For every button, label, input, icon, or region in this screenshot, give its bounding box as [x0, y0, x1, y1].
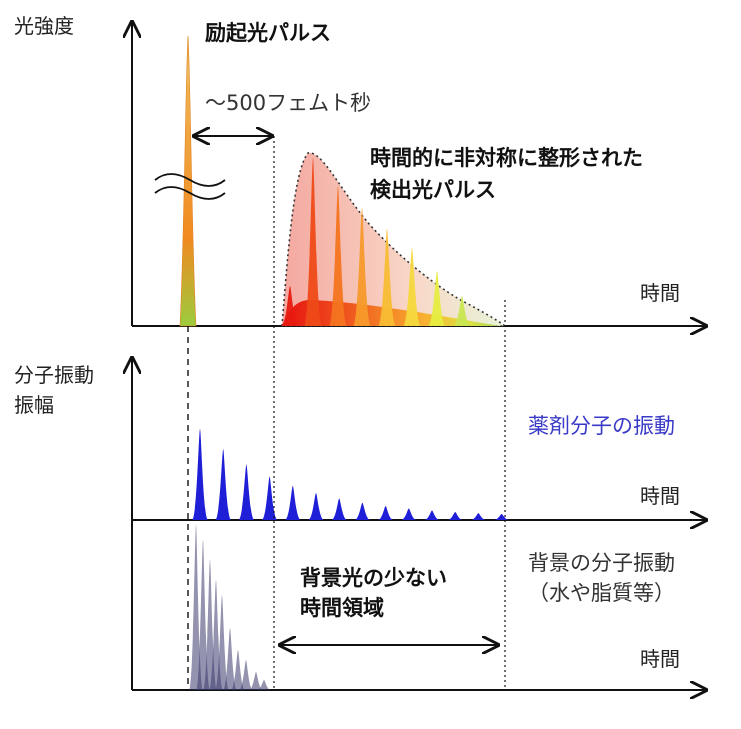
drug-vibration-spike — [470, 513, 487, 520]
detected-pulse-spike — [378, 229, 396, 326]
background-label-line2: （水や脂質等） — [528, 581, 675, 605]
drug-vibration-spike — [354, 502, 371, 520]
top-y-axis-label: 光強度 — [14, 14, 74, 38]
middle-panel: 分子振動 振幅 時間 薬剤分子の振動 — [14, 358, 706, 520]
drug-vibration-label: 薬剤分子の振動 — [528, 414, 675, 438]
detected-pulse-spike — [453, 296, 471, 326]
drug-vibration-spike — [284, 485, 301, 520]
middle-y-axis-label-line1: 分子振動 — [14, 363, 94, 387]
bottom-x-axis-label: 時間 — [640, 647, 680, 671]
detected-label-line2: 検出光パルス — [370, 178, 496, 202]
detected-pulse-spike — [281, 286, 299, 326]
window-label-line1: 背景光の少ない — [300, 566, 447, 590]
background-label-line1: 背景の分子振動 — [528, 551, 675, 575]
excitation-label: 励起光パルス — [205, 21, 331, 45]
drug-vibration-spike — [308, 493, 324, 520]
background-vibration-spike — [239, 660, 253, 690]
drug-vibration-spike — [215, 449, 232, 520]
detected-pulse-spike — [329, 186, 347, 326]
axis-break-mark — [154, 173, 226, 187]
drug-vibration-spike — [424, 510, 440, 520]
detected-pulse-spike — [304, 158, 322, 326]
bottom-panel: 時間 背景光の少ない 時間領域 背景の分子振動 （水や脂質等） — [131, 520, 706, 690]
top-x-axis-label: 時間 — [640, 281, 680, 305]
background-vibration-trace — [189, 525, 271, 690]
delay-label: ～500フェムト秒 — [205, 91, 371, 115]
excitation-pulse — [179, 35, 197, 327]
detected-pulse-spike — [428, 271, 446, 326]
drug-vibration-spike — [238, 464, 255, 520]
drug-vibration-spike — [377, 506, 394, 520]
detected-pulse-spike — [403, 248, 421, 326]
drug-vibration-spike — [192, 429, 208, 520]
middle-y-axis-label-line2: 振幅 — [14, 393, 54, 417]
top-panel: 光強度 時間 励起光パルス ～500フェムト秒 時間的に非対称に整形された 検出… — [14, 14, 706, 326]
background-vibration-spike — [196, 540, 210, 690]
background-vibration-spike — [249, 672, 263, 690]
background-vibration-spike — [215, 595, 229, 690]
drug-vibration-spike — [261, 476, 278, 520]
axis-break-mark — [154, 186, 226, 200]
drug-vibration-spike — [447, 511, 464, 520]
drug-vibration-spike — [331, 498, 348, 520]
drug-vibration-spike — [400, 508, 417, 520]
middle-x-axis-label: 時間 — [640, 484, 680, 508]
drug-vibration-trace — [192, 429, 510, 520]
background-vibration-spike — [223, 628, 237, 690]
window-label-line2: 時間領域 — [300, 596, 384, 620]
background-vibration-spike — [231, 650, 245, 690]
detected-pulse — [281, 152, 508, 327]
detected-pulse-spike — [353, 208, 371, 326]
drug-vibration-spike — [493, 514, 510, 520]
detected-pulse-spikes — [281, 158, 471, 326]
background-vibration-spike — [257, 680, 271, 690]
detected-label-line1: 時間的に非対称に整形された — [370, 146, 643, 170]
background-vibration-spike — [189, 525, 203, 690]
